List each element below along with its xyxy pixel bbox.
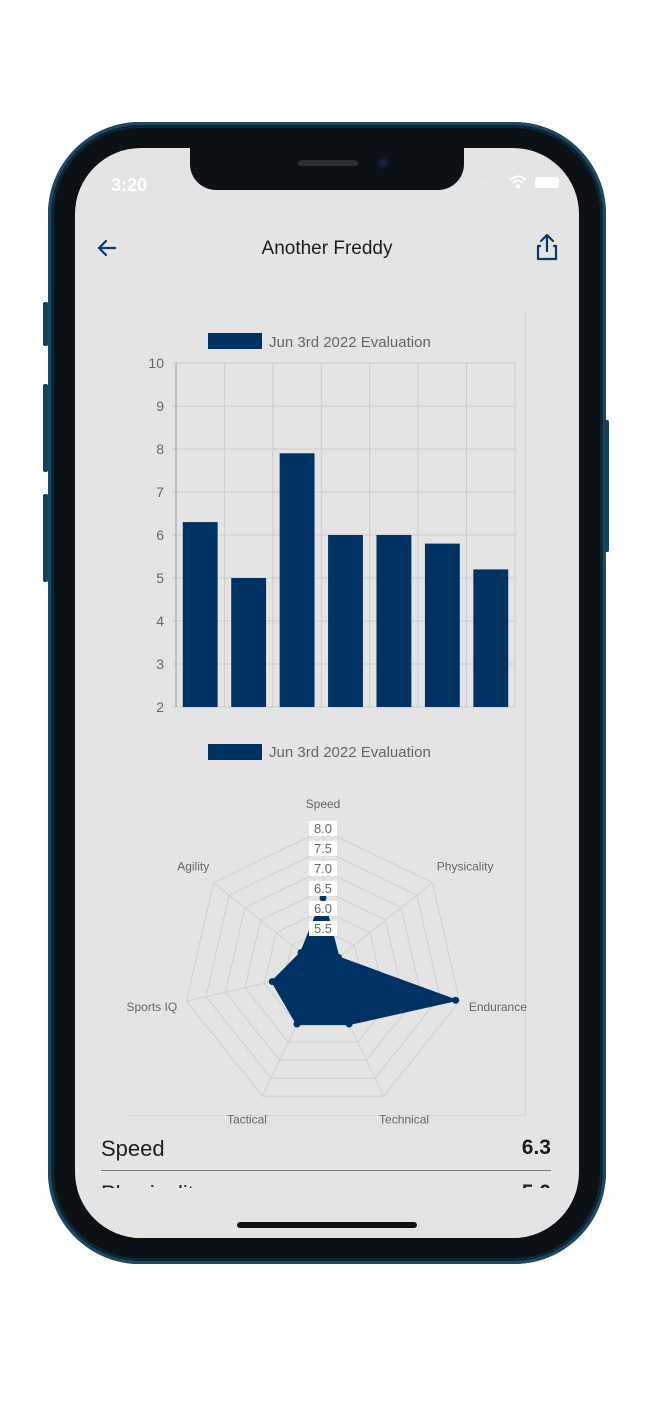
y-tick-label: 2 [156,699,164,715]
app-screen: 3:20 ···· Another Freddy [75,148,579,1238]
radar-gridline [205,849,441,1079]
y-tick-label: 4 [156,613,164,629]
bar-agility[interactable] [473,569,509,707]
radar-tick-label: 6.5 [314,881,332,896]
radar-axis-label: Agility [177,860,209,874]
radar-point-agility[interactable] [297,949,305,957]
divider [101,1170,551,1171]
radar-tick-backdrop [309,921,337,936]
radar-chart: Jun 3rd 2022 Evaluation Speed Physicality… [126,744,527,1127]
radar-legend-label: Jun 3rd 2022 Evaluation [269,744,431,761]
bar-technical[interactable] [328,535,363,707]
back-button[interactable] [93,234,121,262]
radar-point-tactical[interactable] [293,1020,301,1028]
battery-icon [535,176,559,188]
page-title: Another Freddy [261,238,393,259]
radar-gridline [185,829,461,1097]
share-icon [536,233,558,261]
y-tick-label: 5 [156,570,164,586]
radar-tick-backdrop [309,821,337,836]
signal-icon: ···· [479,173,501,190]
charts-panel [127,310,526,1116]
radar-point-endurance[interactable] [452,996,460,1004]
radar-tick-label: 7.0 [314,861,332,876]
camera [376,156,390,170]
bar-endurance[interactable] [279,453,315,707]
radar-tick-label: 8.0 [314,821,332,836]
radar-point-sports-iq[interactable] [268,978,276,986]
volume-down-button [43,494,48,582]
notch [190,148,464,190]
share-button[interactable] [533,232,561,262]
power-button [604,420,609,552]
radar-tick-backdrop [309,901,337,916]
stat-value: 6.3 [521,1136,551,1159]
volume-up-button [43,384,48,472]
arrow-left-icon [97,239,117,257]
radar-legend-swatch [208,744,262,760]
y-tick-label: 7 [156,484,164,500]
radar-tick-backdrop [309,881,337,896]
nav-header: Another Freddy [75,224,579,272]
status-time: 3:20 [111,175,148,195]
radar-axis-label: Endurance [469,1000,527,1014]
radar-tick-label: 7.5 [314,841,332,856]
stat-name: Speed [101,1136,165,1161]
bar-tactical[interactable] [376,535,412,707]
radar-gridline [244,889,402,1043]
radar-gridline [224,869,422,1061]
speaker-grille [298,160,358,166]
home-indicator[interactable] [237,1222,417,1228]
radar-point-physicality[interactable] [335,954,343,962]
radar-axis-label: Speed [306,797,341,811]
radar-axis-label: Tactical [227,1113,267,1127]
radar-axis-label: Sports IQ [126,1000,177,1014]
radar-series-area [271,894,460,1026]
radar-axis-label: Technical [379,1113,429,1127]
bar-legend-label: Jun 3rd 2022 Evaluation [269,334,431,351]
radar-point-speed[interactable] [319,894,327,902]
bar-legend-swatch [208,333,262,349]
bottom-safe-area [75,1188,579,1238]
bar-physicality[interactable] [231,578,267,707]
bar-sports-iq[interactable] [424,543,460,707]
y-tick-label: 3 [156,656,164,672]
bar-speed[interactable] [182,522,218,707]
radar-axis-label: Physicality [437,860,494,874]
status-icons: ···· [480,173,559,191]
radar-point-technical[interactable] [345,1020,353,1028]
mute-switch [43,302,48,346]
y-tick-label: 9 [156,398,164,414]
y-tick-label: 8 [156,441,164,457]
radar-tick-backdrop [309,841,337,856]
charts-svg: Jun 3rd 2022 Evaluation 2 3 4 5 6 7 8 9 10 Jun 3… [126,333,527,1127]
radar-tick-backdrop [309,861,337,876]
wifi-icon [509,175,527,189]
y-tick-label: 10 [148,355,164,371]
stat-row-speed[interactable]: Speed 6.3 [101,1130,551,1170]
radar-tick-label: 5.5 [314,921,332,936]
y-tick-label: 6 [156,527,164,543]
radar-tick-label: 6.0 [314,901,332,916]
bar-chart: Jun 3rd 2022 Evaluation 2 3 4 5 6 7 8 9 10 [148,333,516,715]
